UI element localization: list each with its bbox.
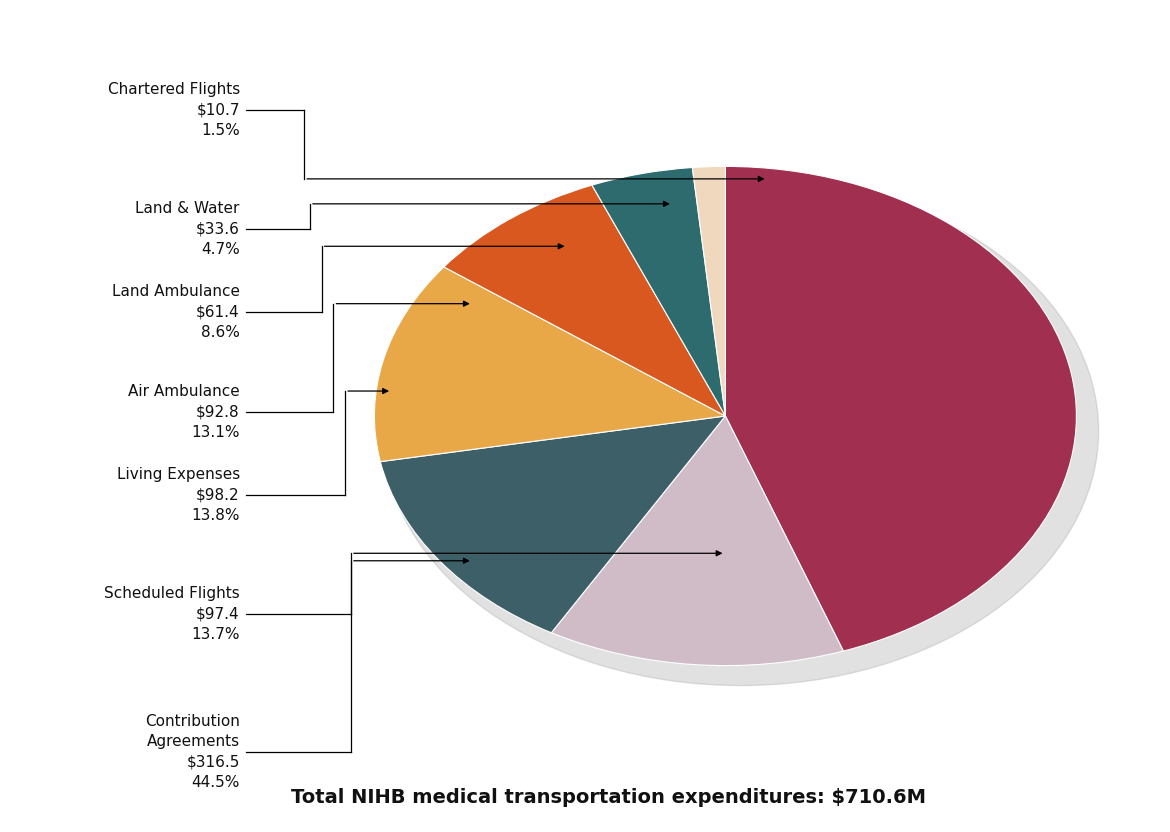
Circle shape [383, 176, 1099, 686]
Text: Living Expenses
$98.2
13.8%: Living Expenses $98.2 13.8% [117, 467, 240, 523]
Text: Air Ambulance
$92.8
13.1%: Air Ambulance $92.8 13.1% [128, 384, 240, 440]
Text: Chartered Flights
$10.7
1.5%: Chartered Flights $10.7 1.5% [108, 82, 240, 138]
Text: Land Ambulance
$61.4
8.6%: Land Ambulance $61.4 8.6% [112, 284, 240, 340]
Wedge shape [693, 166, 725, 416]
Wedge shape [592, 167, 725, 416]
Wedge shape [380, 416, 725, 633]
Text: Total NIHB medical transportation expenditures: $710.6M: Total NIHB medical transportation expend… [291, 788, 925, 806]
Wedge shape [374, 267, 725, 462]
Wedge shape [443, 186, 725, 416]
Wedge shape [725, 166, 1076, 651]
Text: Scheduled Flights
$97.4
13.7%: Scheduled Flights $97.4 13.7% [104, 586, 240, 642]
Text: Contribution
Agreements
$316.5
44.5%: Contribution Agreements $316.5 44.5% [145, 714, 240, 790]
Text: Land & Water
$33.6
4.7%: Land & Water $33.6 4.7% [136, 201, 240, 257]
Wedge shape [551, 416, 844, 666]
